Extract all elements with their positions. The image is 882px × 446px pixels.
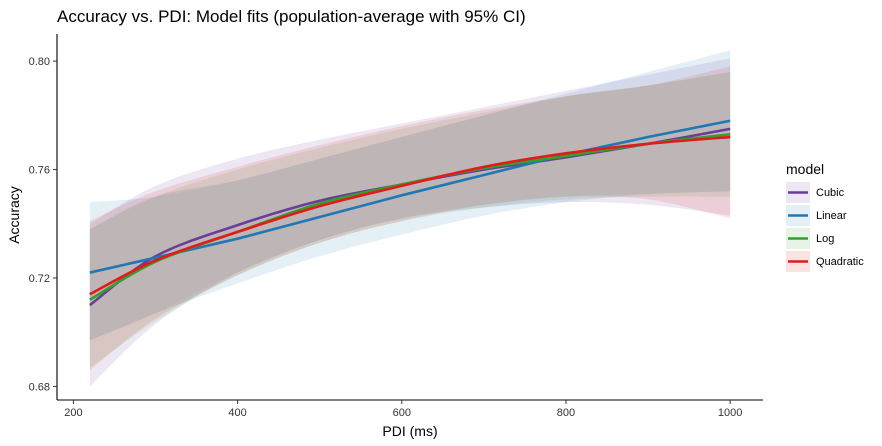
chart-title: Accuracy vs. PDI: Model fits (population… <box>57 7 526 26</box>
x-tick-label: 800 <box>557 407 575 419</box>
y-tick-label: 0.68 <box>29 381 50 393</box>
axes: 200 400 600 800 1000 0.68 0.72 0.76 0.80 <box>29 34 763 419</box>
x-tick-label: 600 <box>393 407 411 419</box>
y-axis-title: Accuracy <box>6 186 22 244</box>
legend-label-log: Log <box>816 233 834 245</box>
legend-label-linear: Linear <box>816 210 847 222</box>
x-tick-label: 200 <box>64 407 82 419</box>
legend: model Cubic Linear Log Quadratic <box>786 161 864 272</box>
fit-lines <box>89 119 731 307</box>
y-tick-label: 0.76 <box>29 165 50 177</box>
x-tick-label: 1000 <box>718 407 742 419</box>
legend-label-quadratic: Quadratic <box>816 256 864 268</box>
ci-ribbons <box>89 50 731 387</box>
y-tick-label: 0.72 <box>29 273 50 285</box>
x-tick-label: 400 <box>228 407 246 419</box>
legend-title: model <box>786 161 824 177</box>
y-tick-label: 0.80 <box>29 56 50 68</box>
x-axis-title: PDI (ms) <box>382 423 437 439</box>
ci-overlap <box>89 71 731 341</box>
line-quadratic <box>89 135 731 296</box>
legend-label-cubic: Cubic <box>816 187 845 199</box>
